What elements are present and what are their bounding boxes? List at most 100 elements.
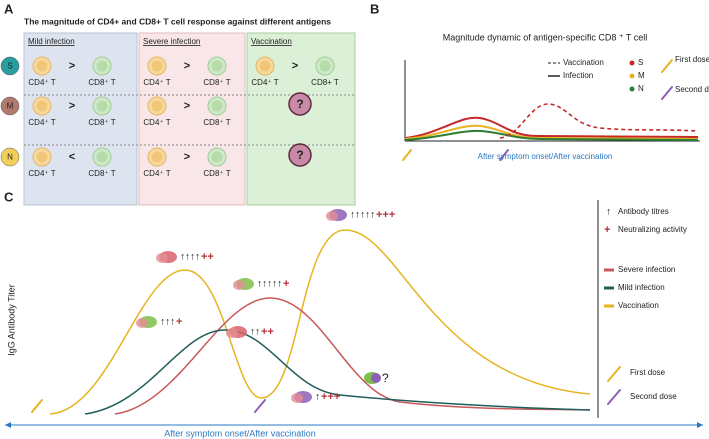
cd4-label: CD4⁺ T	[143, 169, 170, 178]
legend-dot	[629, 73, 635, 79]
unknown-mark: ?	[382, 371, 389, 385]
cd8-nucleus	[96, 151, 108, 163]
antibody-icon	[291, 393, 303, 403]
neutralizing-plus: +++	[321, 391, 340, 403]
legend-label: Severe infection	[618, 265, 675, 274]
antibody-icon	[326, 211, 338, 221]
titre-arrows: ↑↑↑↑↑	[257, 279, 282, 290]
legend-plus: +	[604, 224, 610, 236]
curve-vaccination	[49, 229, 591, 415]
legend-label: Mild infection	[618, 283, 665, 292]
comparator: >	[184, 151, 190, 163]
panel-b-title: Magnitude dynamic of antigen-specific CD…	[443, 32, 648, 42]
cd8-label: CD8⁺ T	[203, 169, 230, 178]
titre-arrows: ↑↑↑↑	[180, 252, 200, 263]
cd8-label: CD8⁺ T	[203, 78, 230, 87]
unknown-circle	[288, 92, 312, 116]
cd4-label: CD4⁺ T	[28, 169, 55, 178]
y-axis-label: IgG Antibody Titer	[6, 284, 16, 356]
curve-severe	[114, 297, 591, 415]
legend-label: Vaccination	[618, 301, 659, 310]
cd4-nucleus	[259, 60, 271, 72]
neutralizing-plus: +	[283, 278, 289, 290]
legend-dot	[629, 60, 635, 66]
antigen-badge	[0, 96, 20, 116]
comparator: >	[184, 60, 190, 72]
curve-s	[404, 116, 699, 139]
neutralizing-plus: +++	[376, 209, 395, 221]
cd8-nucleus	[211, 60, 223, 72]
comparator: >	[69, 60, 75, 72]
column-title: Vaccination	[251, 37, 292, 46]
cd4-label: CD4⁺ T	[143, 118, 170, 127]
cd4-nucleus	[151, 60, 163, 72]
cd8-label: CD8⁺ T	[88, 78, 115, 87]
cd8-label: CD8+ T	[311, 78, 339, 87]
panel-a-title: The magnitude of CD4+ and CD8+ T cell re…	[24, 16, 331, 26]
antigen-label: M	[7, 102, 14, 111]
cd4-nucleus	[36, 100, 48, 112]
legend-arrow: ↑	[606, 207, 611, 218]
antibody-icon	[233, 280, 245, 290]
antigen-label: S	[7, 62, 12, 71]
cd8-label: CD8⁺ T	[203, 118, 230, 127]
cd4-label: CD4⁺ T	[143, 78, 170, 87]
x-axis-label: After symptom onset/After vaccination	[164, 428, 316, 438]
legend-label: Neutralizing activity	[618, 225, 687, 234]
unknown-circle	[288, 143, 312, 167]
annotations: ↑↑↑↑ ++↑↑↑↑↑ +↑↑↑↑↑ +++↑↑↑ +↑↑ ++↑ +++	[136, 209, 395, 403]
cd4-label: CD4⁺ T	[28, 78, 55, 87]
cd8-nucleus	[211, 100, 223, 112]
curve-m	[404, 124, 699, 140]
panel-label: C	[4, 189, 14, 204]
legend-label: Antibody titres	[618, 207, 669, 216]
unknown-label: ?	[296, 148, 303, 162]
legend-label: M	[638, 71, 645, 80]
comparator: <	[69, 151, 75, 163]
antibody-icon	[156, 253, 168, 263]
dose-label: First dose	[630, 368, 666, 377]
antibody-icon	[371, 373, 381, 383]
legend-dot	[629, 86, 635, 92]
titre-arrows: ↑	[315, 392, 320, 403]
legend-label: Infection	[563, 71, 593, 80]
titre-arrows: ↑↑↑	[160, 317, 175, 328]
antibody-icon	[136, 318, 148, 328]
comparator: >	[292, 60, 298, 72]
cd8-nucleus	[319, 60, 331, 72]
antigen-badge	[0, 56, 20, 76]
legend-label: S	[638, 58, 643, 67]
x-axis-label: After symptom onset/After vaccination	[478, 152, 613, 161]
antibody-icon	[226, 328, 238, 338]
panel-label: A	[4, 1, 14, 16]
column-title: Mild infection	[28, 37, 75, 46]
cd4-label: CD4⁺ T	[28, 118, 55, 127]
cd8-label: CD8⁺ T	[88, 169, 115, 178]
curve-mild	[84, 329, 591, 415]
cd4-nucleus	[36, 60, 48, 72]
cd4-nucleus	[36, 151, 48, 163]
dose-label: First dose	[675, 55, 709, 64]
legend-label: Vaccination	[563, 58, 604, 67]
column-title: Severe infection	[143, 37, 200, 46]
titre-arrows: ↑↑↑↑↑	[350, 210, 375, 221]
legend-label: N	[638, 84, 644, 93]
dose-label: Second dose	[675, 85, 709, 94]
curve-n	[404, 129, 699, 141]
panel-a-grid: Mild infection Severe infection Vaccinatio…	[0, 37, 339, 178]
cd8-label: CD8⁺ T	[88, 118, 115, 127]
cd4-nucleus	[151, 151, 163, 163]
neutralizing-plus: ++	[201, 251, 214, 263]
neutralizing-plus: +	[176, 316, 182, 328]
cd4-label: CD4⁺ T	[251, 78, 278, 87]
titre-arrows: ↑↑	[250, 327, 260, 338]
syringe-icons	[31, 366, 621, 413]
dose-label: Second dose	[630, 392, 677, 401]
cd8-nucleus	[211, 151, 223, 163]
antigen-label: N	[7, 153, 13, 162]
comparator: >	[69, 100, 75, 112]
panel-label: B	[370, 1, 379, 16]
curve-vaccination	[499, 103, 699, 139]
unknown-label: ?	[296, 97, 303, 111]
